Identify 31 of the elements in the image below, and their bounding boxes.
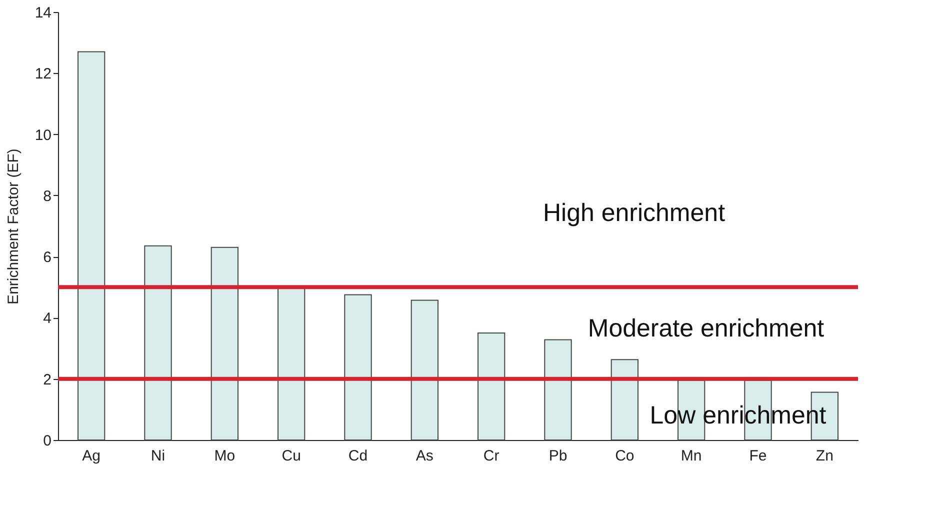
y-axis-title: Enrichment Factor (EF): [4, 148, 22, 304]
x-tick-label: Mo: [214, 448, 236, 464]
y-tick-label: 4: [43, 310, 52, 328]
y-tick-label: 10: [34, 126, 52, 144]
bar: [144, 245, 172, 440]
y-tick-label: 14: [34, 4, 52, 22]
y-tick-label: 6: [43, 249, 52, 266]
annotation: Moderate enrichment: [588, 314, 824, 343]
x-tick-label: Cd: [348, 448, 368, 464]
x-tick-label: Pb: [548, 448, 568, 464]
bar: [478, 332, 506, 440]
annotation: High enrichment: [542, 199, 726, 228]
y-tick-label: 0: [43, 432, 52, 450]
bar: [410, 300, 438, 440]
bar: [78, 51, 106, 440]
x-tick-label: Ag: [82, 448, 101, 464]
x-tick-label: Mn: [680, 448, 702, 464]
x-tick-label: Zn: [816, 448, 834, 464]
x-tick-label: Ni: [150, 448, 166, 464]
bar: [210, 246, 238, 440]
x-tick-label: Cr: [483, 448, 500, 464]
bar: [610, 359, 638, 440]
x-tick-label: Cu: [282, 448, 301, 464]
x-tick-label: Fe: [749, 448, 767, 464]
bar: [344, 294, 372, 440]
bar: [544, 339, 572, 440]
x-tick-label: Co: [615, 448, 634, 464]
y-tick-label: 8: [43, 188, 52, 205]
y-tick-label: 2: [43, 371, 52, 388]
x-tick-label: As: [416, 448, 434, 464]
y-tick-label: 12: [34, 66, 52, 83]
